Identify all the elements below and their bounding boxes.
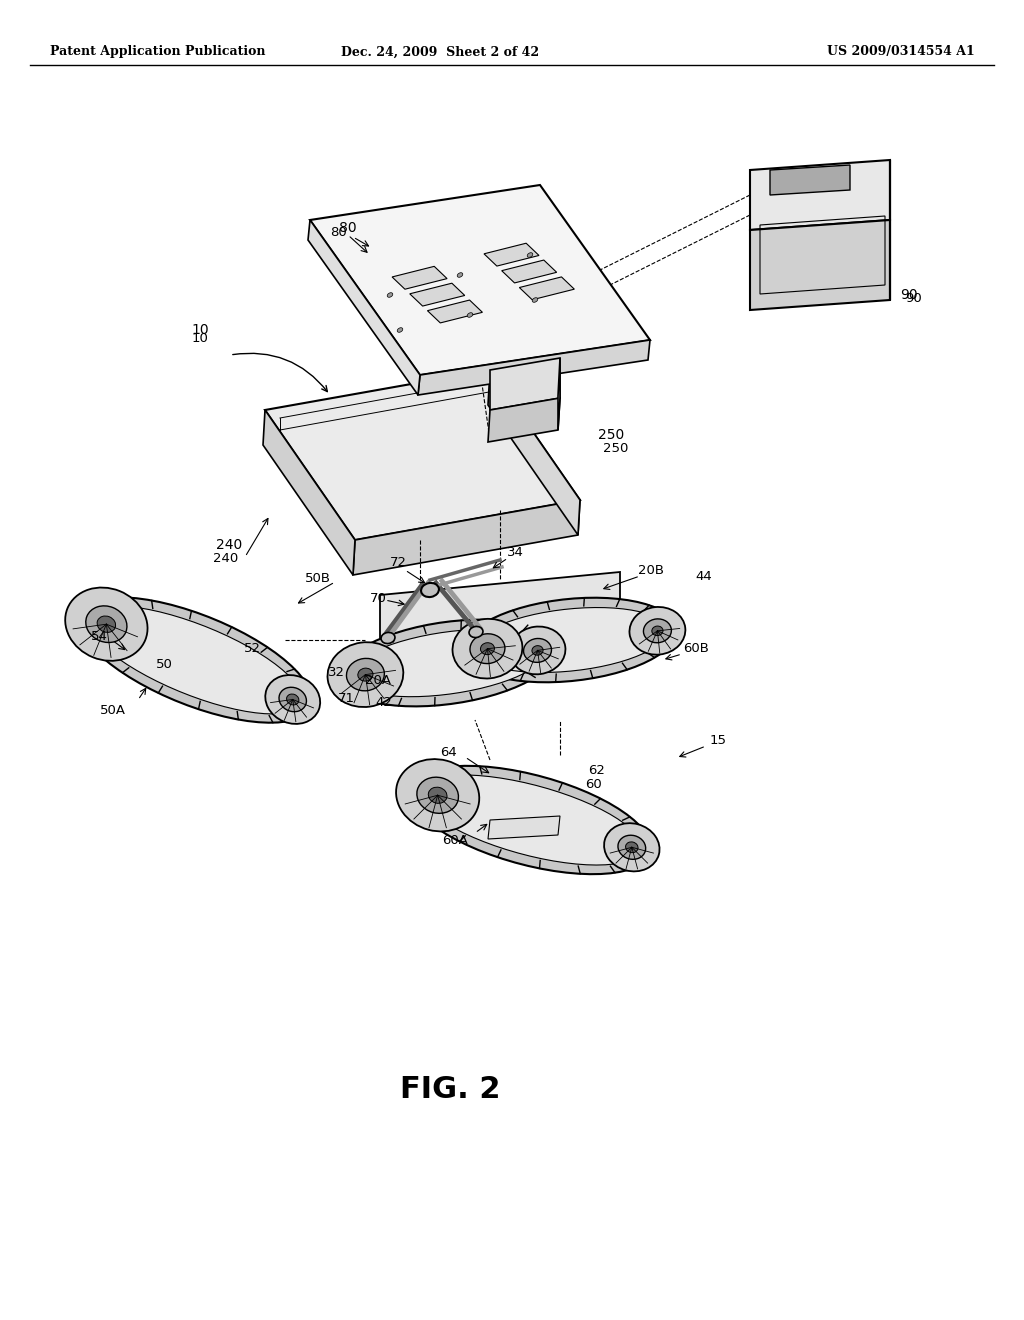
Text: 32: 32 [328,665,345,678]
Text: 50B: 50B [305,572,331,585]
Ellipse shape [397,327,402,333]
Ellipse shape [510,627,565,675]
Polygon shape [488,816,560,840]
Text: 10: 10 [191,331,209,345]
Polygon shape [750,160,890,230]
Ellipse shape [428,787,447,804]
Polygon shape [308,220,420,395]
Ellipse shape [346,659,384,690]
Text: US 2009/0314554 A1: US 2009/0314554 A1 [827,45,975,58]
Polygon shape [263,411,355,576]
Text: 80: 80 [331,227,347,239]
Ellipse shape [396,759,479,832]
Polygon shape [473,607,667,672]
Ellipse shape [357,668,373,681]
Text: 64: 64 [440,747,457,759]
Polygon shape [419,775,641,865]
Ellipse shape [643,619,672,643]
Text: 34: 34 [507,546,523,560]
Polygon shape [380,572,620,693]
Ellipse shape [467,313,473,317]
Polygon shape [410,284,465,306]
Text: 10: 10 [191,323,209,337]
Text: 50A: 50A [100,704,126,717]
Polygon shape [310,185,650,375]
Ellipse shape [626,842,638,853]
Text: 90: 90 [905,292,922,305]
Polygon shape [502,260,557,282]
Polygon shape [488,399,560,442]
Ellipse shape [279,688,306,711]
Ellipse shape [86,606,127,643]
Polygon shape [558,358,560,430]
Ellipse shape [453,619,522,678]
Ellipse shape [630,607,685,655]
Polygon shape [265,370,580,540]
Text: 15: 15 [710,734,727,747]
Ellipse shape [480,643,495,655]
Ellipse shape [469,627,483,638]
Text: 52: 52 [244,642,260,655]
Polygon shape [484,243,539,267]
Text: 54: 54 [91,631,108,644]
Ellipse shape [387,293,393,297]
Text: 71: 71 [338,692,355,705]
Ellipse shape [417,777,459,813]
Ellipse shape [527,252,532,257]
Text: 250: 250 [598,428,625,442]
Text: 240: 240 [213,552,238,565]
Text: 20A: 20A [365,673,391,686]
Text: 50: 50 [156,659,173,672]
Ellipse shape [66,587,147,661]
Text: 42: 42 [375,697,392,710]
Text: 70: 70 [370,591,386,605]
Text: Patent Application Publication: Patent Application Publication [50,45,265,58]
Ellipse shape [652,626,663,636]
Polygon shape [490,358,560,411]
Ellipse shape [458,273,463,277]
Ellipse shape [470,634,505,664]
Ellipse shape [97,616,116,632]
Polygon shape [409,766,651,874]
Ellipse shape [604,824,659,871]
Polygon shape [519,277,574,300]
Ellipse shape [523,639,552,663]
Polygon shape [339,619,557,706]
Text: 250: 250 [603,441,629,454]
Polygon shape [770,165,850,195]
Text: FIG. 2: FIG. 2 [399,1076,501,1105]
Ellipse shape [381,632,395,644]
Ellipse shape [265,675,321,723]
Polygon shape [392,267,447,289]
Polygon shape [418,341,650,395]
Text: 60: 60 [585,779,602,792]
Text: 60B: 60B [683,642,709,655]
Text: 60A: 60A [442,833,468,846]
Polygon shape [353,500,580,576]
Ellipse shape [287,694,299,705]
Ellipse shape [421,583,439,597]
Ellipse shape [617,836,646,859]
Text: 90: 90 [900,288,918,302]
Polygon shape [349,630,547,697]
Text: 72: 72 [389,557,407,569]
Text: 62: 62 [588,763,605,776]
Polygon shape [427,300,482,323]
Ellipse shape [328,643,403,708]
Polygon shape [88,606,302,714]
Polygon shape [488,370,580,535]
Polygon shape [78,598,312,723]
Ellipse shape [532,298,538,302]
Polygon shape [463,598,677,682]
Text: Dec. 24, 2009  Sheet 2 of 42: Dec. 24, 2009 Sheet 2 of 42 [341,45,539,58]
Polygon shape [750,220,890,310]
Text: 80: 80 [339,220,356,235]
Ellipse shape [531,645,543,655]
Text: 240: 240 [216,539,242,552]
Text: 20B: 20B [638,564,664,577]
Text: 44: 44 [695,570,712,583]
